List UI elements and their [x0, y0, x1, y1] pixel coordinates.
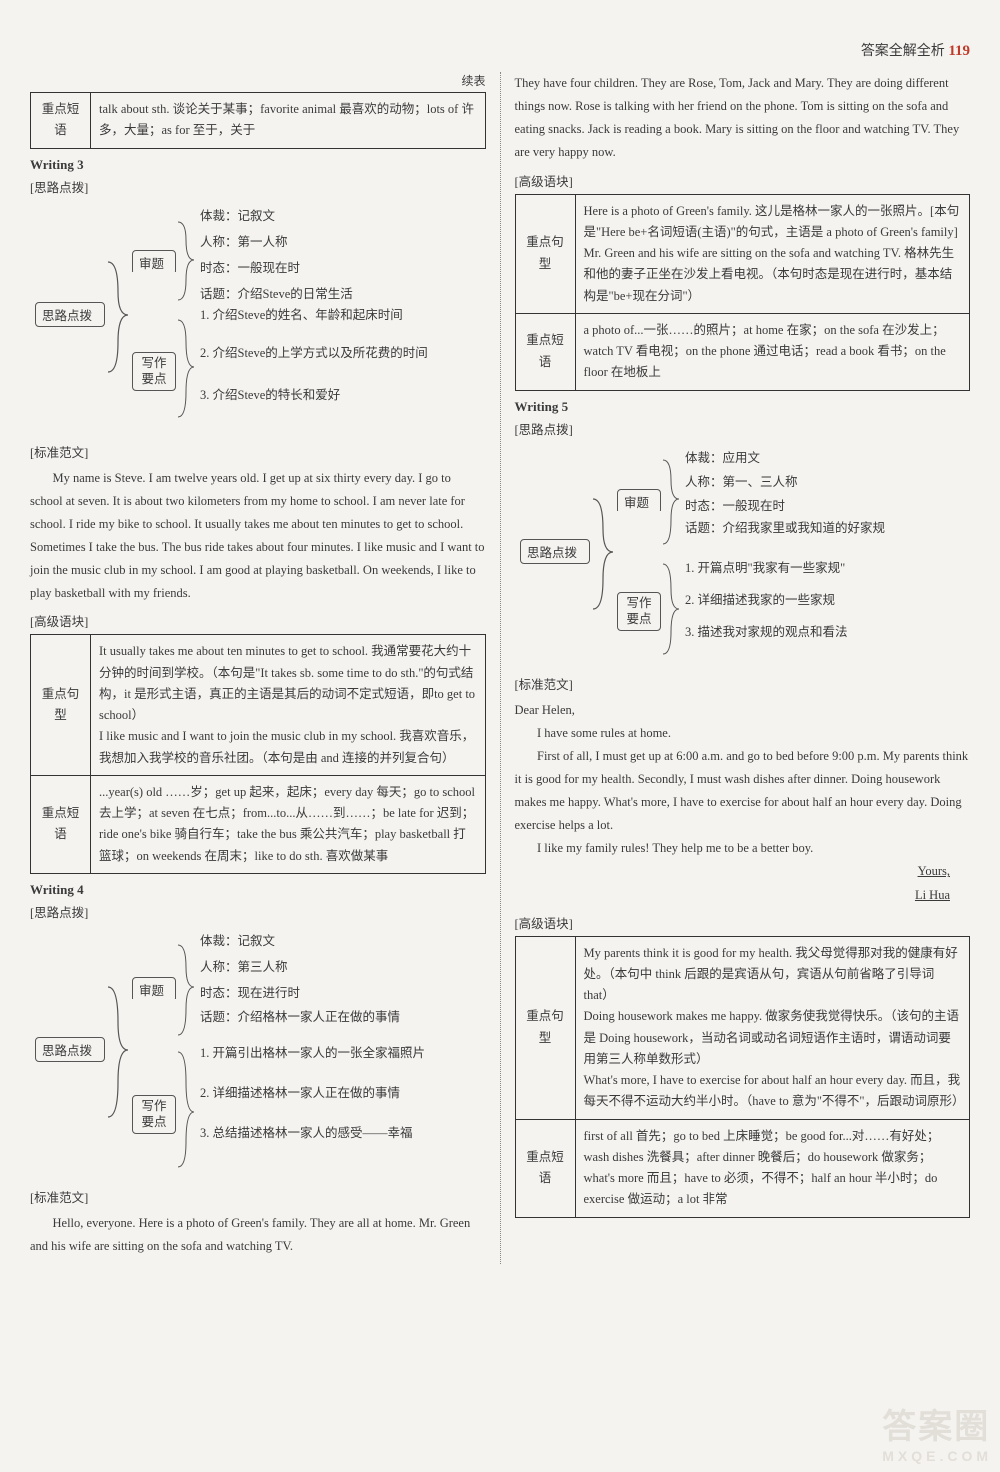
- w3-sub2: [标准范文]: [30, 442, 486, 461]
- w3-sub1: [思路点拨]: [30, 177, 486, 196]
- top-phrase-table: 重点短语 talk about sth. 谈论关于某事；favorite ani…: [30, 92, 486, 149]
- w4-sub3: [高级语块]: [515, 171, 971, 190]
- w5-brace-diagram: 思路点拨 审题 体裁：应用文 人称：第一、三人称 时态：一般现在时 话题：介绍我…: [515, 444, 971, 664]
- w3-table: 重点句型 It usually takes me about ten minut…: [30, 634, 486, 874]
- cell-label: 重点短语: [31, 93, 91, 149]
- w3-essay: My name is Steve. I am twelve years old.…: [30, 467, 486, 606]
- page-header: 答案全解全析 119: [30, 40, 970, 60]
- right-column: They have four children. They are Rose, …: [515, 72, 971, 1264]
- w4-sub2: [标准范文]: [30, 1187, 486, 1206]
- w5-sub1: [思路点拨]: [515, 419, 971, 438]
- continue-label: 续表: [30, 72, 486, 89]
- w5-table: 重点句型 My parents think it is good for my …: [515, 936, 971, 1218]
- left-column: 续表 重点短语 talk about sth. 谈论关于某事；favorite …: [30, 72, 486, 1264]
- w3-sub3: [高级语块]: [30, 611, 486, 630]
- column-divider: [500, 72, 501, 1264]
- svg-text:话题：介绍Steve的日常生活: 话题：介绍Steve的日常生活: [200, 286, 353, 301]
- svg-text:时态：现在进行时: 时态：现在进行时: [200, 986, 301, 1000]
- w4-sub1: [思路点拨]: [30, 902, 486, 921]
- w4-essay-part2: They have four children. They are Rose, …: [515, 72, 971, 165]
- svg-text:3. 描述我对家规的观点和看法: 3. 描述我对家规的观点和看法: [685, 624, 848, 639]
- writing5-title: Writing 5: [515, 399, 971, 415]
- writing4-title: Writing 4: [30, 882, 486, 898]
- watermark: 答案圈 MXQE.COM: [882, 1399, 992, 1464]
- svg-text:体裁：记叙文: 体裁：记叙文: [200, 208, 276, 223]
- svg-text:时态：一般现在时: 时态：一般现在时: [200, 260, 301, 275]
- svg-text:2. 详细描述我家的一些家规: 2. 详细描述我家的一些家规: [685, 592, 835, 607]
- w3-brace-diagram: 思路点拨 审题 体裁：记叙文 人称：第一人称 时态：一般现在时 话题：介绍Ste…: [30, 202, 486, 432]
- svg-text:体裁：记叙文: 体裁：记叙文: [200, 933, 276, 948]
- w5-sub2: [标准范文]: [515, 674, 971, 693]
- svg-text:时态：一般现在时: 时态：一般现在时: [685, 498, 786, 513]
- w5-letter: Dear Helen, I have some rules at home. F…: [515, 699, 971, 907]
- cell-text: talk about sth. 谈论关于某事；favorite animal 最…: [91, 93, 486, 149]
- svg-text:体裁：应用文: 体裁：应用文: [685, 450, 761, 465]
- w4-essay-part1: Hello, everyone. Here is a photo of Gree…: [30, 1212, 486, 1258]
- w4-brace-diagram: 思路点拨 审题 体裁：记叙文 人称：第三人称 时态：现在进行时 话题：介绍格林一…: [30, 927, 486, 1177]
- svg-text:人称：第一人称: 人称：第一人称: [200, 235, 288, 249]
- header-label: 答案全解全析: [861, 44, 945, 59]
- w5-sub3: [高级语块]: [515, 913, 971, 932]
- writing3-title: Writing 3: [30, 157, 486, 173]
- w4-table: 重点句型 Here is a photo of Green's family. …: [515, 194, 971, 391]
- svg-text:1. 开篇点明"我家有一些家规": 1. 开篇点明"我家有一些家规": [685, 560, 845, 575]
- svg-text:人称：第三人称: 人称：第三人称: [200, 960, 288, 974]
- page-number: 119: [948, 43, 970, 59]
- svg-text:人称：第一、三人称: 人称：第一、三人称: [685, 475, 798, 489]
